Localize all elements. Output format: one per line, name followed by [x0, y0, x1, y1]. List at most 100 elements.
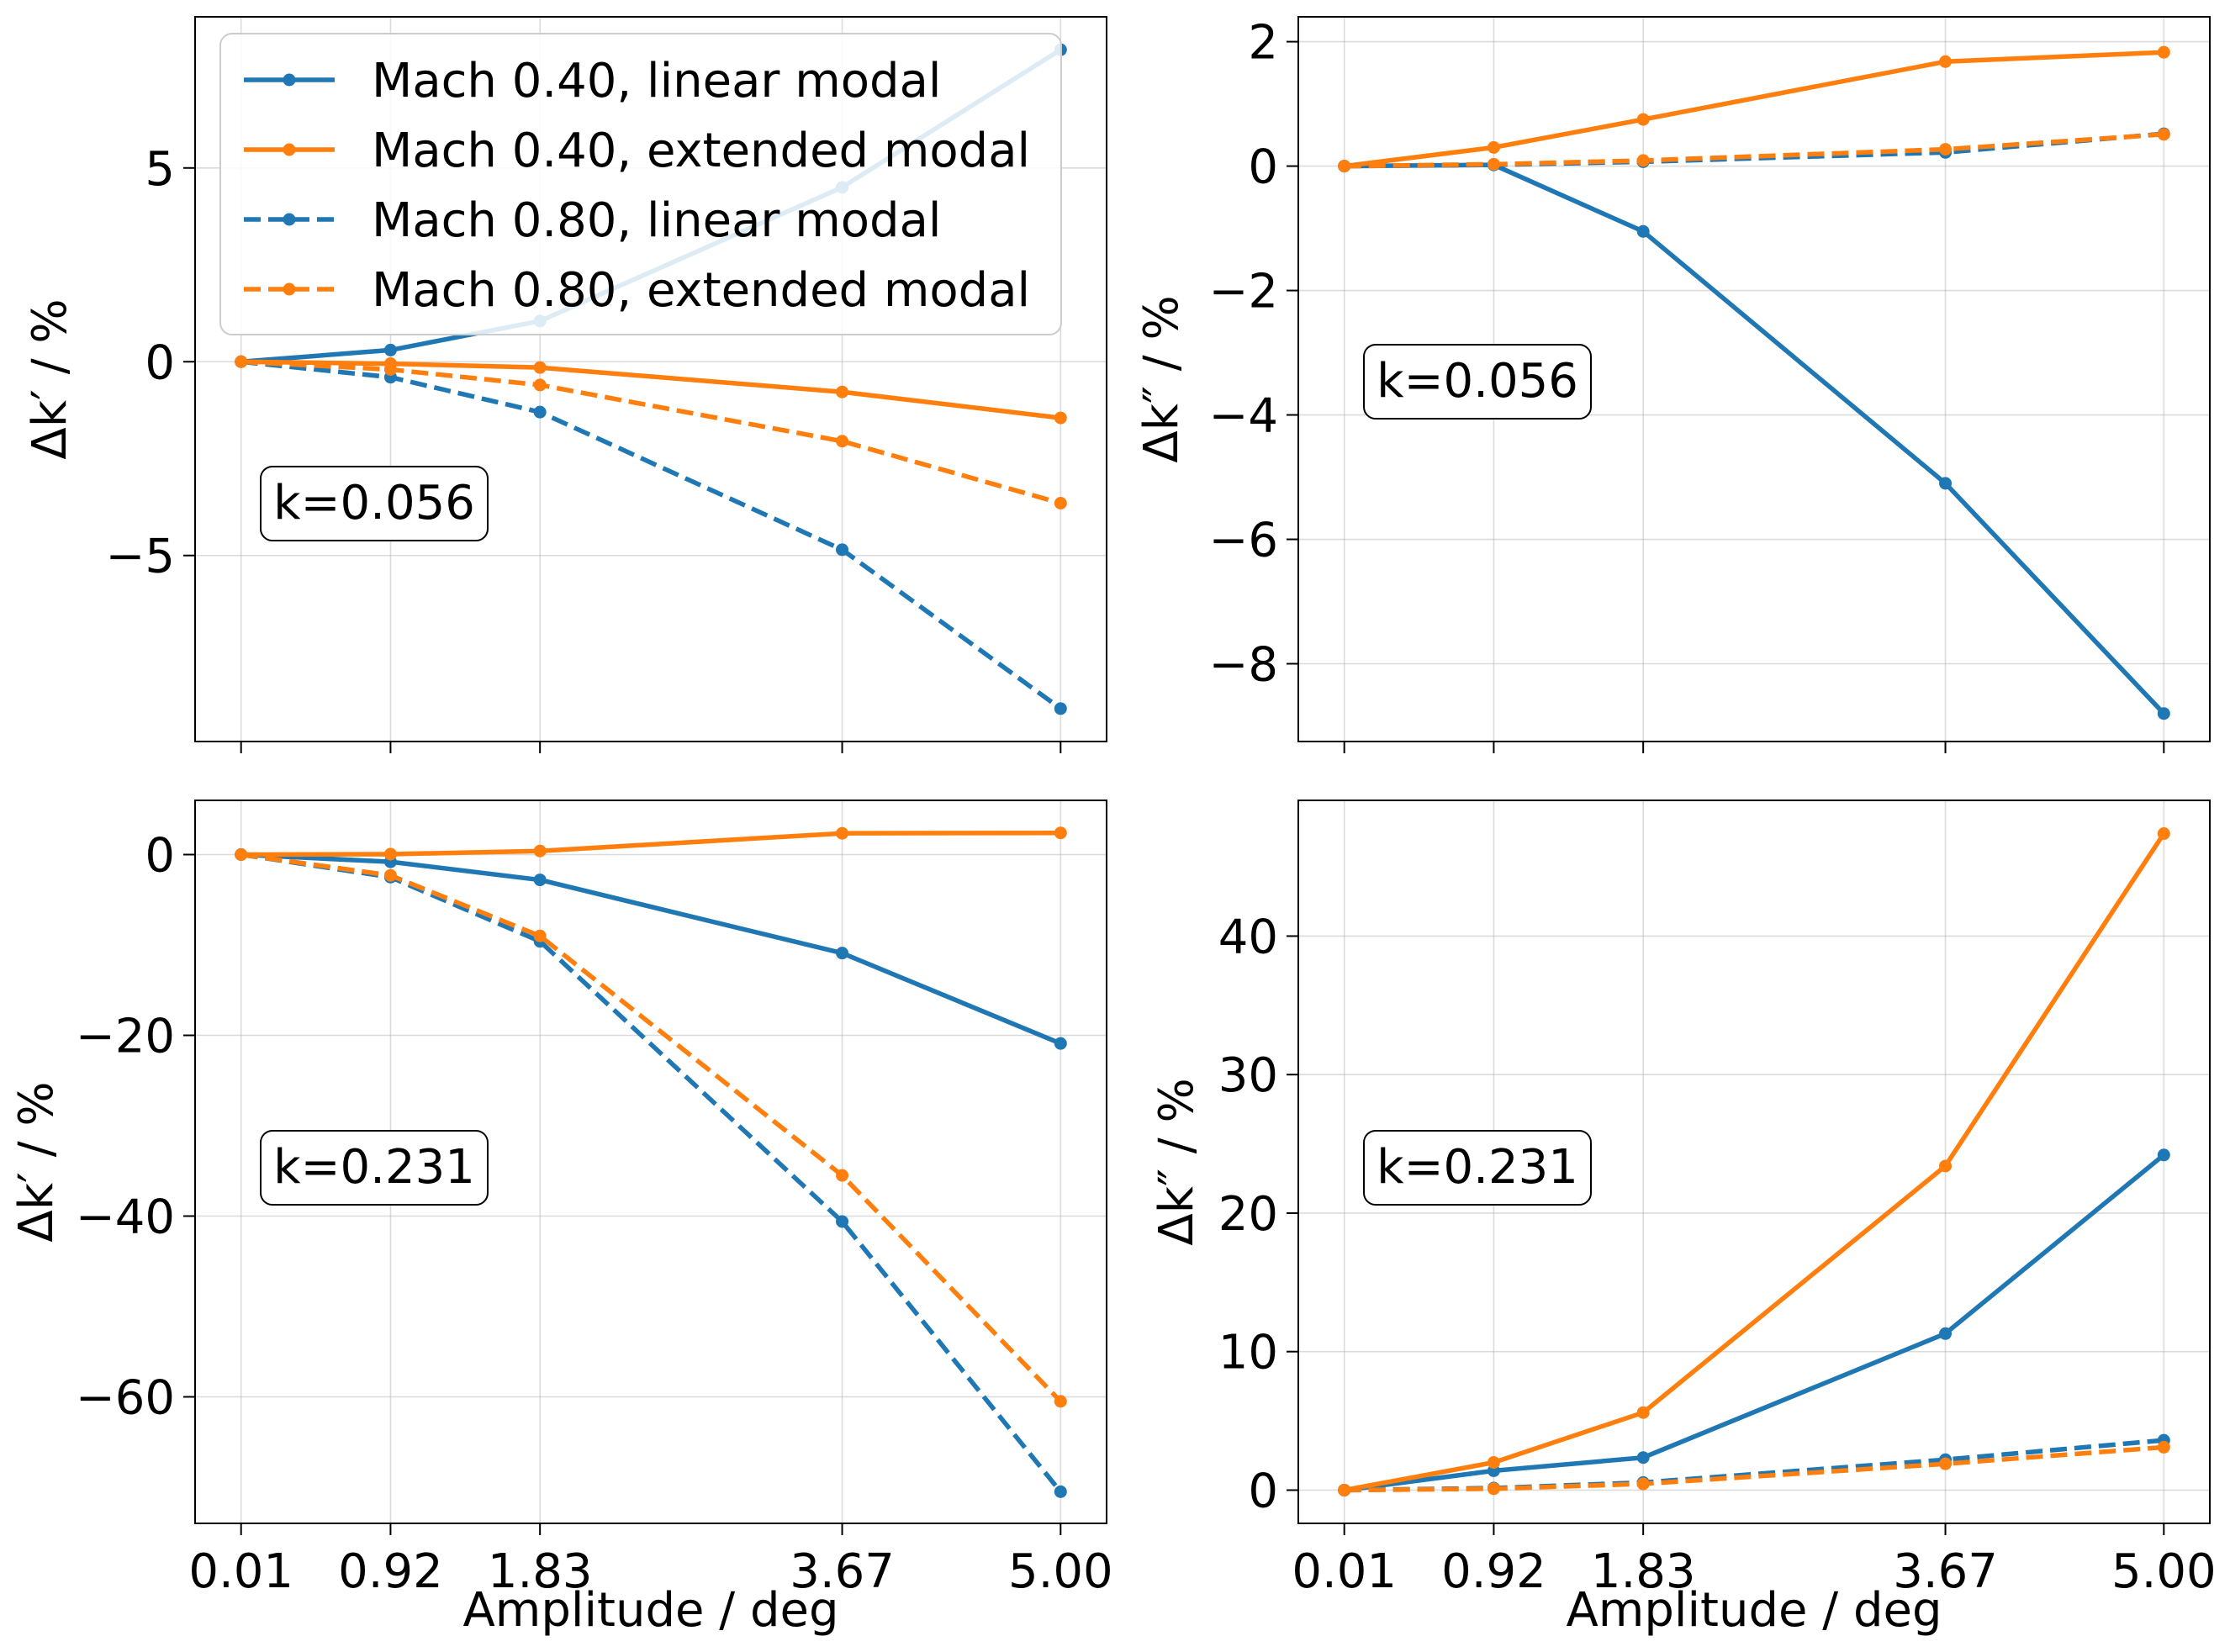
data-point	[383, 847, 397, 861]
y-tick-label: −4	[1208, 389, 1278, 444]
y-tick-label: −20	[76, 1010, 175, 1064]
data-point	[1054, 1395, 1067, 1408]
data-point	[1054, 826, 1067, 840]
legend-label: Mach 0.80, linear modal	[372, 193, 941, 248]
data-point	[383, 868, 397, 882]
data-point	[533, 405, 547, 419]
y-tick-label: 30	[1218, 1048, 1278, 1103]
plot-frame	[1297, 800, 2211, 1524]
data-point	[1939, 1457, 1953, 1470]
legend-marker	[283, 282, 296, 296]
y-tick-label: −5	[105, 530, 175, 584]
annotation-box	[1363, 344, 1592, 420]
annotation-box	[260, 1130, 489, 1206]
annotation-label: k=0.231	[273, 1140, 475, 1195]
y-tick-label: −2	[1208, 265, 1278, 319]
panel-bottom-right: 0.01 0.92 1.83 3.67 5.00 0 10 20 30 40 k=0.231 Δk″ …	[1149, 800, 2217, 1638]
y-axis-label: Δk″ / %	[1149, 1078, 1204, 1245]
y-tick-label: −40	[76, 1190, 175, 1245]
data-point	[836, 1215, 849, 1228]
x-tick-label: 1.83	[1591, 1544, 1696, 1599]
data-point	[1338, 1483, 1351, 1496]
series-line	[240, 852, 1062, 1046]
x-axis-label: Amplitude / deg	[463, 1583, 839, 1638]
x-tick-label: 0.01	[188, 1544, 293, 1599]
legend-label: Mach 0.40, linear modal	[372, 54, 941, 108]
series-line	[240, 830, 1061, 858]
plot-frame	[1297, 16, 2211, 742]
y-axis-label: Δk′ / %	[23, 298, 77, 459]
data-point	[383, 343, 397, 356]
annotation-box	[1363, 1130, 1592, 1206]
data-point	[836, 435, 849, 448]
data-point	[836, 1169, 849, 1182]
data-point	[836, 826, 849, 840]
data-point	[1054, 702, 1067, 715]
x-tick-label: 5.00	[1008, 1544, 1113, 1599]
y-tick-label: 2	[1248, 16, 1278, 71]
data-point	[1939, 143, 1953, 156]
y-tick-label: 0	[145, 829, 175, 884]
x-tick-label: 3.67	[790, 1544, 895, 1599]
data-point	[1939, 55, 1953, 68]
y-tick-label: −60	[76, 1371, 175, 1426]
data-point	[2157, 1440, 2170, 1454]
y-axis-label: Δk″ / %	[1134, 295, 1189, 462]
x-tick-label: 0.92	[1441, 1544, 1546, 1599]
data-point	[1487, 140, 1500, 154]
x-tick-label: 5.00	[2111, 1544, 2217, 1599]
legend-marker	[283, 213, 296, 226]
plot-frame	[194, 800, 1107, 1524]
legend-label: Mach 0.80, extended modal	[372, 263, 1030, 318]
data-point	[2157, 128, 2170, 141]
y-tick-label: −6	[1208, 514, 1278, 568]
data-point	[1939, 1327, 1953, 1340]
data-point	[1636, 1451, 1650, 1465]
y-tick-label: −8	[1208, 638, 1278, 693]
annotation-box	[260, 466, 489, 541]
y-tick-label: 20	[1218, 1187, 1278, 1242]
series-line	[240, 852, 1063, 1403]
annotation-label: k=0.056	[273, 476, 475, 530]
x-tick-label: 0.01	[1292, 1544, 1397, 1599]
data-point	[533, 844, 547, 858]
x-tick-label: 0.92	[338, 1544, 443, 1599]
data-point	[2157, 707, 2170, 720]
y-tick-label: 40	[1218, 910, 1278, 964]
data-point	[1487, 1456, 1500, 1470]
data-point	[533, 929, 547, 942]
series-line	[1344, 162, 2166, 715]
data-point	[1636, 154, 1650, 167]
data-point	[836, 385, 849, 398]
data-point	[533, 874, 547, 887]
panel-bottom-left: 0.01 0.92 1.83 3.67 5.00 −60 −40 −20 0 k=0.231 Δk′…	[9, 800, 1113, 1638]
data-point	[1054, 1037, 1067, 1050]
y-tick-label: 10	[1218, 1326, 1278, 1380]
data-point	[1939, 1159, 1953, 1173]
data-point	[235, 355, 248, 368]
data-point	[1487, 1482, 1500, 1496]
data-point	[1487, 157, 1500, 171]
data-point	[533, 361, 547, 374]
panel-top-left: −5 0 5 k=0.056 Δk′ / %	[23, 16, 1107, 753]
panel-top-right: −8 −6 −4 −2 0 2 k=0.056 Δk″ / %	[1134, 16, 2211, 753]
annotation-label: k=0.056	[1377, 354, 1578, 409]
x-tick-label: 3.67	[1893, 1544, 1998, 1599]
legend-box	[219, 33, 1062, 335]
data-point	[2157, 827, 2170, 841]
legend: Mach 0.40, linear modal Mach 0.40, extend…	[219, 33, 1062, 335]
y-tick-label: 5	[145, 142, 175, 197]
data-point	[1636, 113, 1650, 126]
y-tick-label: 0	[1248, 1464, 1278, 1518]
series-line	[1344, 50, 2164, 169]
data-point	[1054, 411, 1067, 425]
data-point	[383, 362, 397, 376]
plot-frame	[194, 16, 1107, 742]
y-tick-label: 0	[1248, 140, 1278, 195]
legend-label: Mach 0.40, extended modal	[372, 124, 1030, 178]
annotation-label: k=0.231	[1377, 1140, 1578, 1195]
data-point	[1338, 160, 1351, 173]
data-point	[1054, 1485, 1067, 1498]
